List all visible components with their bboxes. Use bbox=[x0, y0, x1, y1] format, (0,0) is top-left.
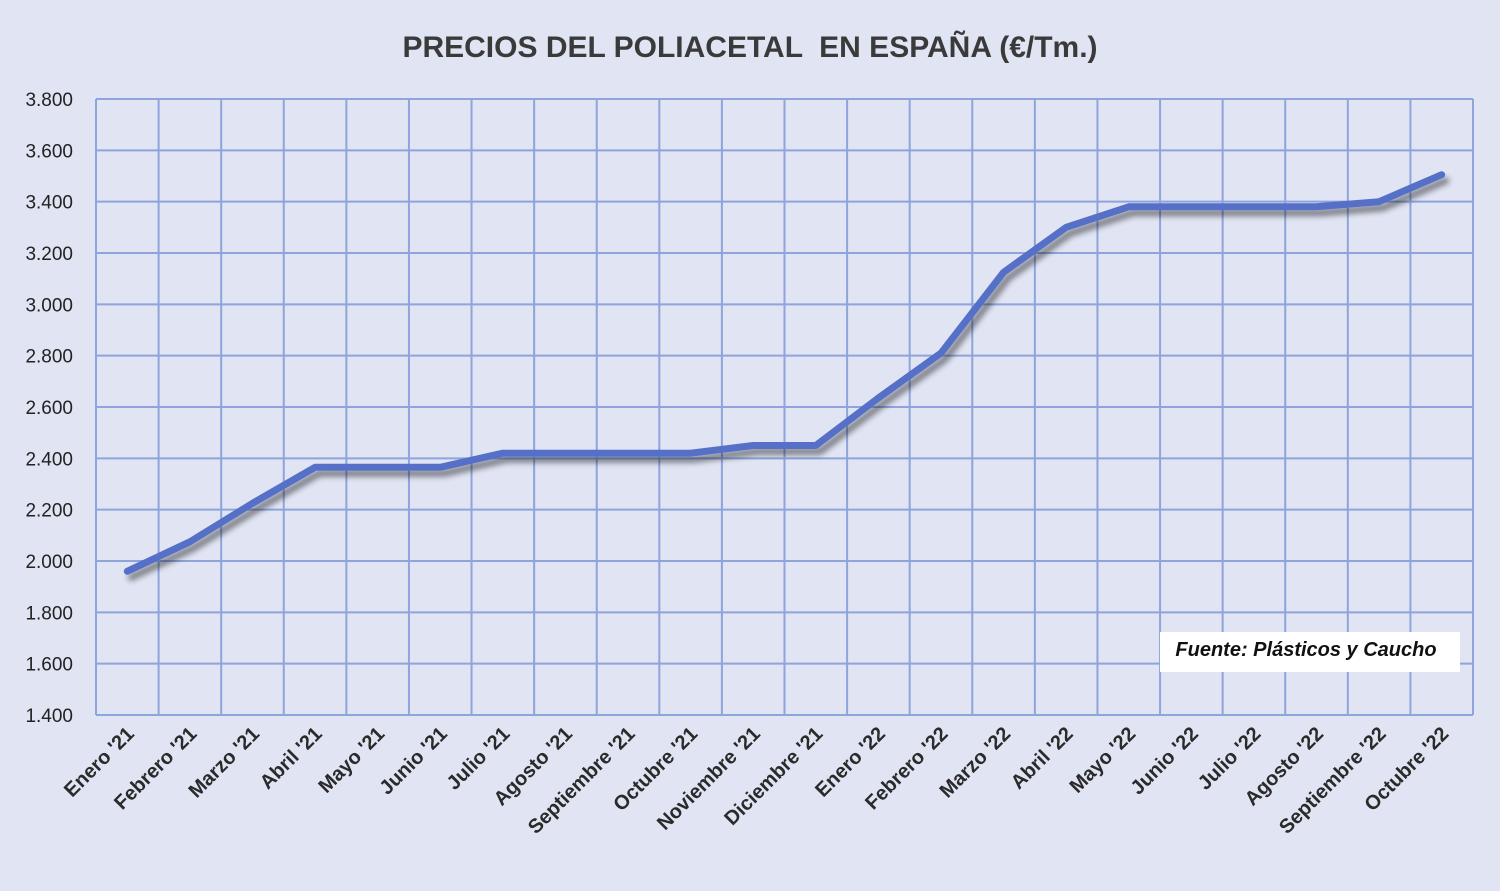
x-tick-label: Junio '21 bbox=[375, 723, 451, 799]
y-tick-label: 1.400 bbox=[25, 706, 73, 727]
y-tick-label: 3.000 bbox=[25, 295, 73, 316]
source-background bbox=[1160, 632, 1460, 672]
y-tick-label: 2.800 bbox=[25, 347, 73, 368]
y-tick-label: 3.800 bbox=[25, 90, 73, 111]
y-tick-label: 2.400 bbox=[25, 449, 73, 470]
source-box: Fuente: Plásticos y Caucho bbox=[1160, 632, 1460, 672]
y-tick-label: 2.200 bbox=[25, 501, 73, 522]
chart-title: PRECIOS DEL POLIACETAL EN ESPAÑA (€/Tm.) bbox=[402, 30, 1097, 64]
series-line bbox=[123, 171, 1446, 575]
source-note: Fuente: Plásticos y Caucho bbox=[1175, 639, 1436, 661]
y-axis-ticks: 1.400 1.600 1.800 2.000 2.200 2.400 2.600 2.800… bbox=[25, 90, 73, 727]
y-tick-label: 1.800 bbox=[25, 603, 73, 624]
x-tick-label: Septiembre '22 bbox=[1275, 723, 1391, 839]
x-tick-label: Junio '22 bbox=[1127, 723, 1203, 799]
x-tick-label: Septiembre '21 bbox=[524, 723, 640, 839]
y-tick-label: 2.600 bbox=[25, 398, 73, 419]
y-tick-label: 2.000 bbox=[25, 552, 73, 573]
y-tick-label: 3.400 bbox=[25, 193, 73, 214]
series bbox=[123, 171, 1446, 575]
y-tick-label: 3.200 bbox=[25, 244, 73, 265]
y-tick-label: 3.600 bbox=[25, 141, 73, 162]
y-tick-label: 1.600 bbox=[25, 655, 73, 676]
grid bbox=[95, 98, 1474, 716]
